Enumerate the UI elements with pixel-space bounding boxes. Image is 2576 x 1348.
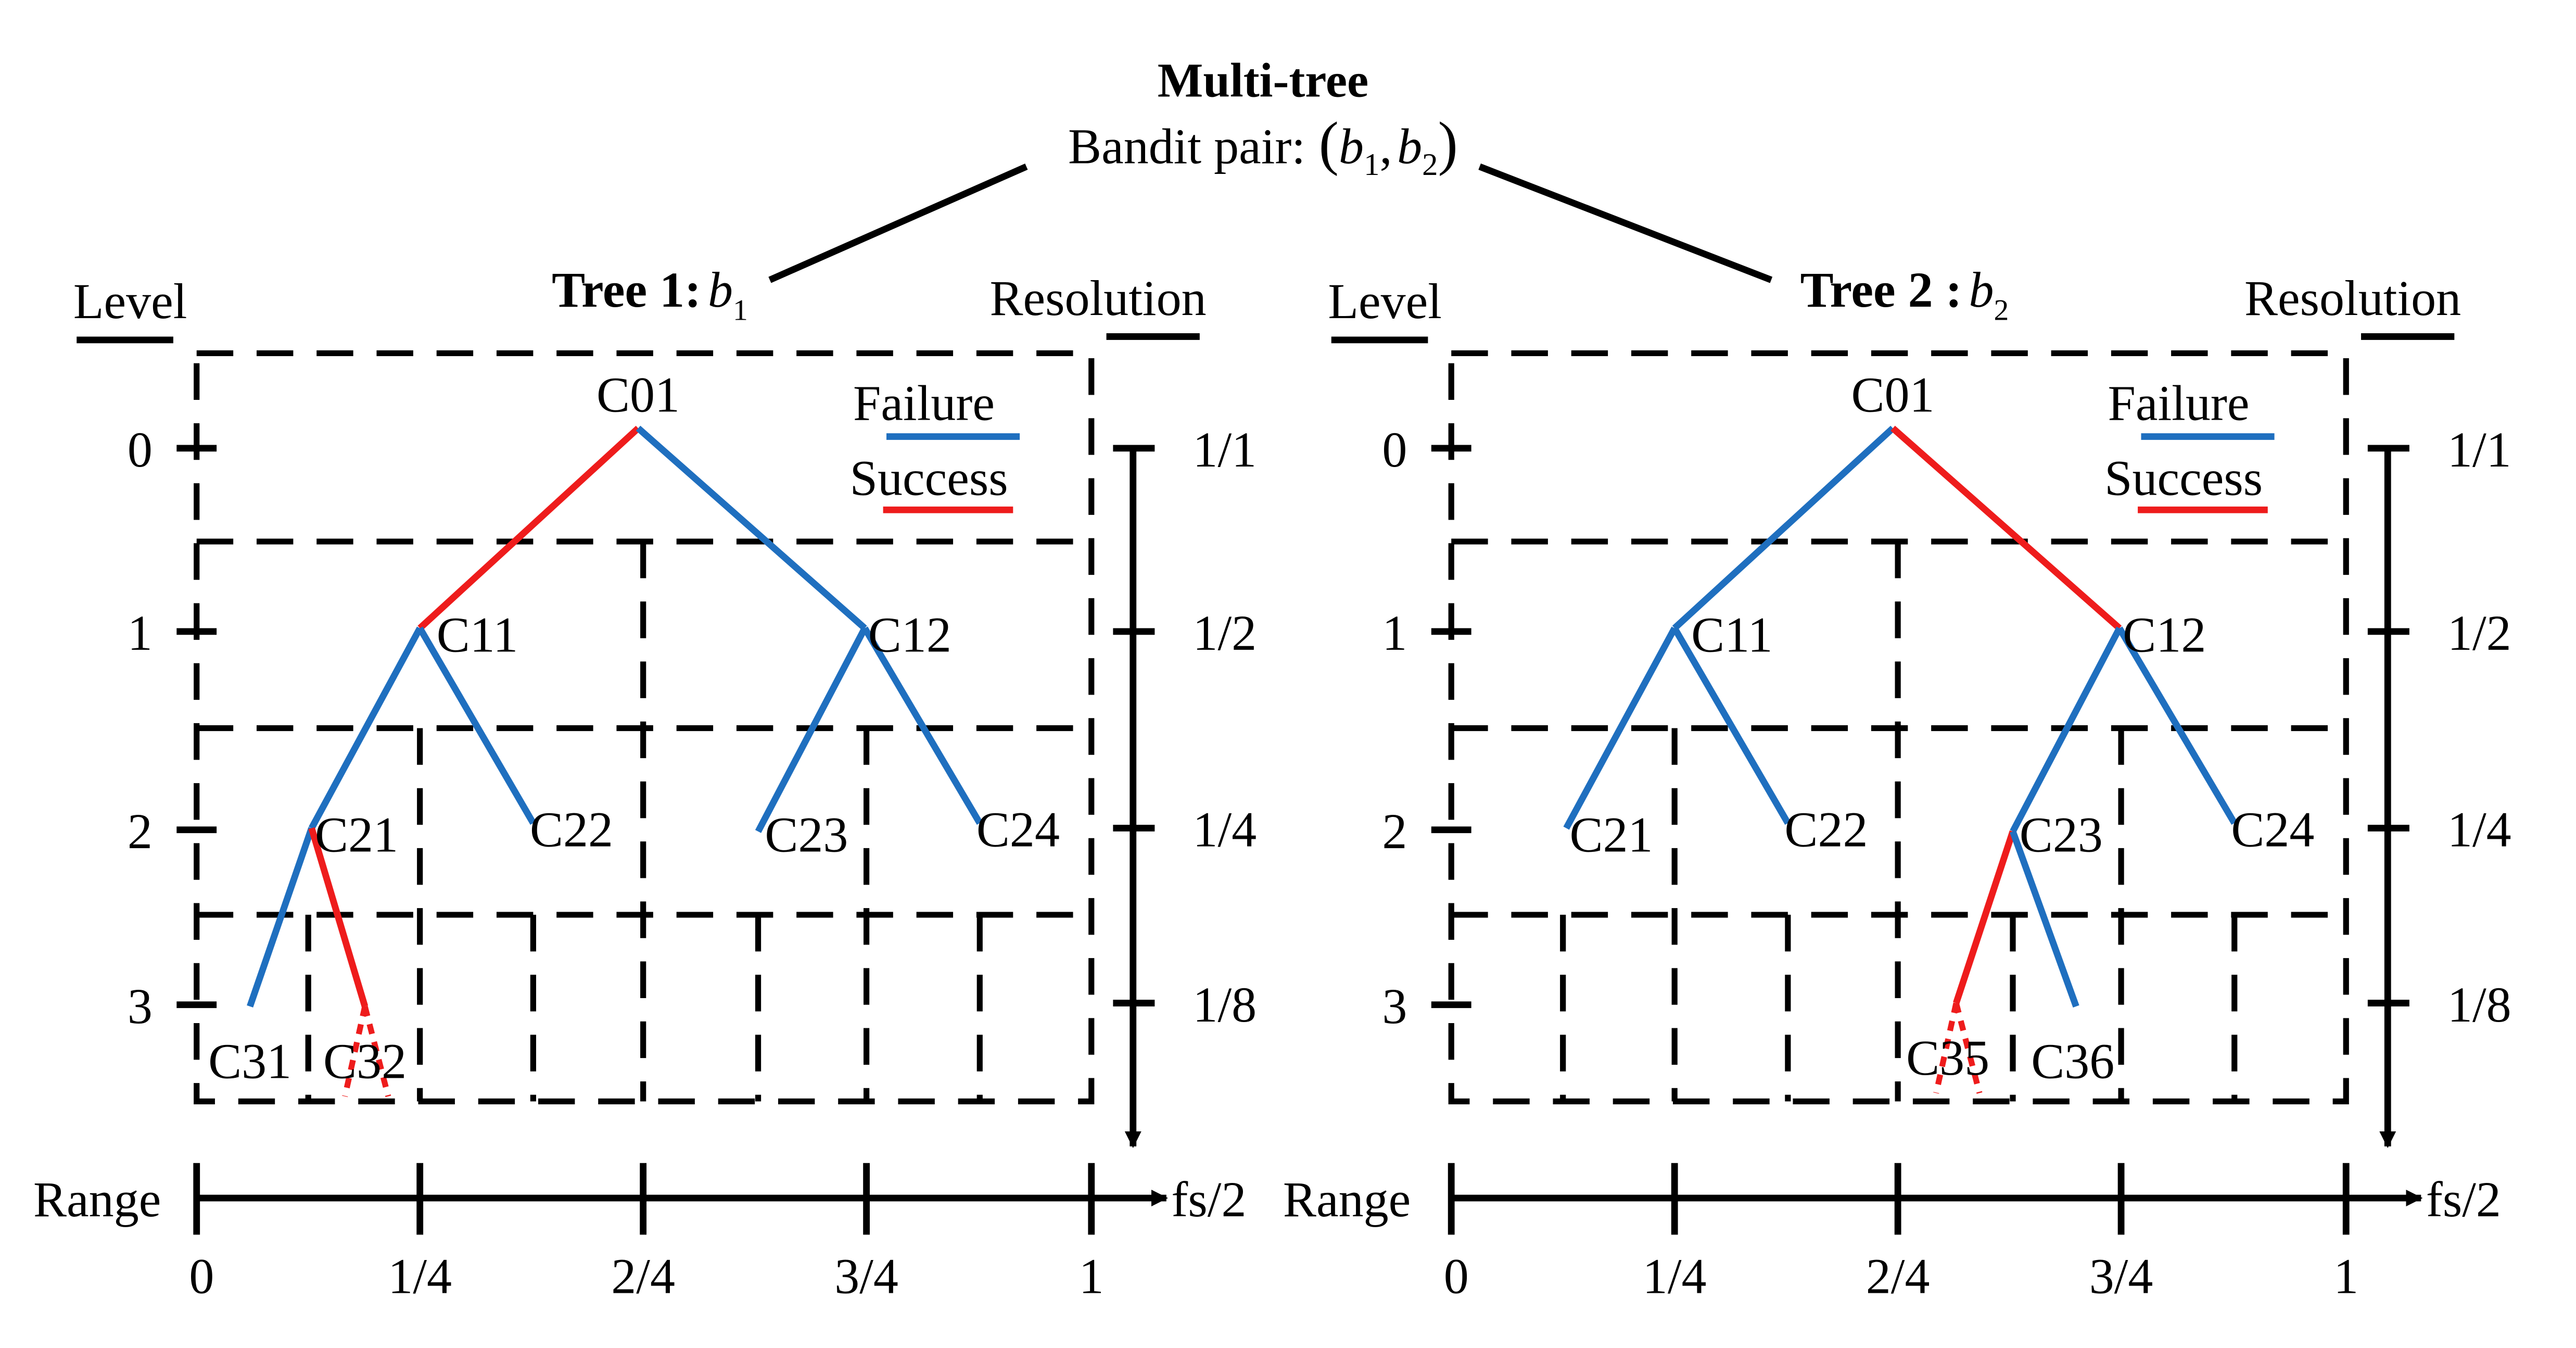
success-continuation-dotted bbox=[362, 1005, 391, 1098]
edge-c12-c23-failure bbox=[755, 626, 868, 833]
resolution-label-0: 1/1 bbox=[1192, 422, 1257, 477]
node-label-c24: C24 bbox=[2231, 802, 2314, 858]
resolution-header: Resolution bbox=[2244, 270, 2461, 326]
tree-title-bold: Tree 1: bbox=[552, 262, 701, 318]
level-label-3: 3 bbox=[128, 978, 153, 1034]
edge-c12-c24-failure bbox=[2116, 626, 2238, 825]
node-label-c11: C11 bbox=[437, 607, 518, 662]
node-label-c12: C12 bbox=[2123, 607, 2206, 662]
legend-failure-label: Failure bbox=[853, 375, 995, 431]
edge-c23-c36-failure bbox=[2009, 830, 2079, 1008]
edge-c11-c22-failure bbox=[1671, 626, 1791, 825]
range-axis-label: Range bbox=[33, 1171, 161, 1227]
node-label-c24: C24 bbox=[976, 802, 1060, 858]
edge-c01-c12-failure bbox=[636, 425, 867, 631]
diagram-title: Multi-tree bbox=[1158, 54, 1368, 108]
resolution-label-2: 1/4 bbox=[2447, 802, 2511, 858]
resolution-label-3: 1/8 bbox=[1192, 977, 1257, 1032]
range-tick-label-0: 0 bbox=[1444, 1248, 1469, 1304]
resolution-label-1: 1/2 bbox=[1192, 605, 1257, 661]
edge-c11-c21-failure bbox=[1563, 626, 1678, 830]
range-tick-label-2: 2/4 bbox=[1866, 1248, 1930, 1304]
level-label-2: 2 bbox=[128, 803, 153, 859]
edge-c21-c32-success bbox=[308, 827, 369, 1007]
bandit-pair-prefix: Bandit pair: bbox=[1068, 119, 1305, 174]
level-header: Level bbox=[73, 273, 187, 329]
range-tick-label-1: 1/4 bbox=[388, 1248, 452, 1304]
resolution-label-2: 1/4 bbox=[1192, 802, 1257, 858]
node-label-c21: C21 bbox=[1569, 807, 1653, 862]
legend-success-label: Success bbox=[2104, 450, 2263, 506]
level-header: Level bbox=[1328, 273, 1442, 329]
level-label-0: 0 bbox=[1382, 422, 1407, 477]
resolution-label-0: 1/1 bbox=[2447, 422, 2511, 477]
resolution-header: Resolution bbox=[989, 270, 1206, 326]
connector-line-tree2 bbox=[1478, 163, 1773, 283]
resolution-label-3: 1/8 bbox=[2447, 977, 2511, 1032]
tree-1-title: Tree 1: b1 bbox=[552, 262, 748, 327]
legend-failure-label: Failure bbox=[2108, 375, 2249, 431]
level-label-1: 1 bbox=[128, 605, 153, 661]
resolution-label-1: 1/2 bbox=[2447, 605, 2511, 661]
node-label-c35: C35 bbox=[1906, 1030, 1989, 1086]
bandit-b1-var: b bbox=[1339, 119, 1364, 174]
level-label-2: 2 bbox=[1382, 803, 1407, 859]
edge-c21-c31-failure bbox=[247, 827, 315, 1008]
node-label-c12: C12 bbox=[868, 607, 951, 662]
node-label-c36: C36 bbox=[2031, 1034, 2114, 1089]
node-label-c22: C22 bbox=[1784, 802, 1868, 858]
edge-c01-c11-failure bbox=[1672, 425, 1895, 631]
range-tick-label-4: 1 bbox=[2333, 1248, 2358, 1304]
range-tick-label-3: 3/4 bbox=[834, 1248, 898, 1304]
node-label-c32: C32 bbox=[323, 1034, 407, 1089]
node-label-c31: C31 bbox=[208, 1034, 291, 1089]
edge-c12-c23-failure bbox=[2010, 626, 2123, 833]
success-continuation-dotted bbox=[1933, 1002, 1959, 1094]
success-continuation-dotted bbox=[342, 1005, 368, 1097]
node-label-c01: C01 bbox=[597, 367, 680, 422]
tree-title-sub: 2 bbox=[1994, 294, 2009, 326]
node-label-c23: C23 bbox=[2020, 807, 2103, 862]
legend-success-label: Success bbox=[850, 450, 1008, 506]
bandit-b2-sub: 2 bbox=[1422, 147, 1438, 182]
node-label-c22: C22 bbox=[530, 802, 613, 858]
edge-c01-c12-success bbox=[1890, 425, 2122, 631]
node-label-c23: C23 bbox=[765, 807, 848, 862]
range-tick-label-4: 1 bbox=[1079, 1248, 1104, 1304]
bandit-comma: , bbox=[1380, 119, 1392, 174]
range-tick-label-3: 3/4 bbox=[2089, 1248, 2153, 1304]
edge-c11-c22-failure bbox=[417, 626, 536, 825]
level-label-1: 1 bbox=[1382, 605, 1407, 661]
tree-title-var: b bbox=[708, 262, 733, 318]
edge-c12-c24-failure bbox=[861, 626, 983, 825]
range-axis-label: Range bbox=[1283, 1171, 1411, 1227]
range-tick-label-1: 1/4 bbox=[1643, 1248, 1707, 1304]
connector-line-tree1 bbox=[768, 163, 1028, 283]
edge-c01-c11-success bbox=[417, 425, 641, 631]
level-label-3: 3 bbox=[1382, 978, 1407, 1034]
edge-c23-c35-success bbox=[1953, 830, 2016, 1004]
bandit-b1-sub: 1 bbox=[1364, 147, 1379, 182]
range-tick-label-0: 0 bbox=[189, 1248, 214, 1304]
tree-2-title: Tree 2 : b2 bbox=[1800, 262, 2009, 327]
node-label-c21: C21 bbox=[315, 807, 398, 862]
node-label-c11: C11 bbox=[1691, 607, 1773, 662]
tree-title-bold: Tree 2 : bbox=[1800, 262, 1962, 318]
edge-c11-c21-failure bbox=[308, 626, 423, 830]
success-continuation-dotted bbox=[1953, 1002, 1983, 1094]
range-tick-label-2: 2/4 bbox=[611, 1248, 675, 1304]
bandit-b2-var: b bbox=[1397, 119, 1422, 174]
range-end-label: fs/2 bbox=[1171, 1171, 1246, 1227]
tree-title-var: b bbox=[1969, 262, 1994, 318]
tree-title-sub: 1 bbox=[733, 294, 748, 326]
bandit-pair-label: Bandit pair: (b1, b2) bbox=[1068, 110, 1458, 182]
level-label-0: 0 bbox=[128, 422, 153, 477]
range-end-label: fs/2 bbox=[2426, 1171, 2501, 1227]
node-label-c01: C01 bbox=[1851, 367, 1934, 422]
